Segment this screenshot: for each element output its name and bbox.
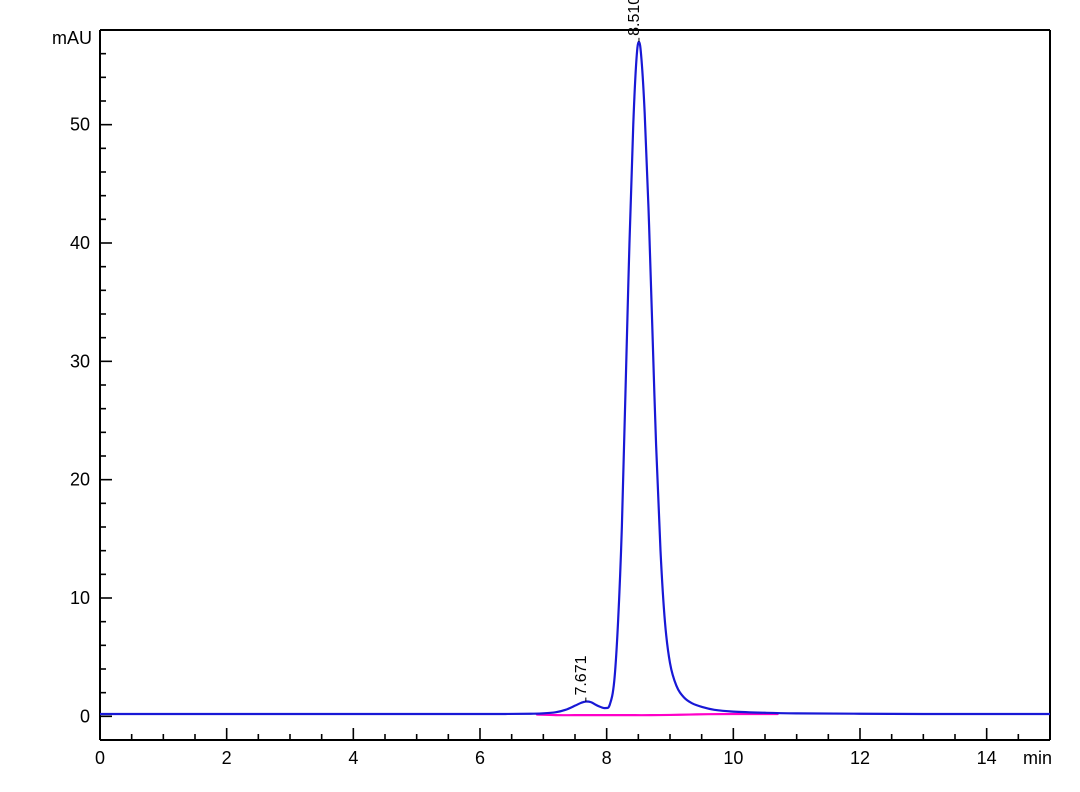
- series-baseline: [537, 714, 778, 715]
- x-tick-label: 14: [977, 748, 997, 768]
- y-tick-label: 10: [70, 588, 90, 608]
- x-tick-label: 6: [475, 748, 485, 768]
- x-tick-label: 4: [348, 748, 358, 768]
- peak-label: 7.671: [573, 655, 590, 695]
- y-tick-label: 20: [70, 470, 90, 490]
- y-tick-label: 40: [70, 233, 90, 253]
- x-tick-label: 0: [95, 748, 105, 768]
- peak-label: 8.510: [626, 0, 643, 36]
- y-tick-label: 50: [70, 115, 90, 135]
- chart-svg: 0 2 4 6 8 10 12 14 min 0 10 20 30 40 50 mAU 7.671 8.510: [0, 0, 1080, 792]
- x-tick-label: 10: [723, 748, 743, 768]
- x-tick-label: 2: [222, 748, 232, 768]
- chromatogram-chart: 0 2 4 6 8 10 12 14 min 0 10 20 30 40 50 mAU 7.671 8.510: [0, 0, 1080, 792]
- x-axis-label: min: [1023, 748, 1052, 768]
- y-tick-label: 30: [70, 351, 90, 371]
- x-tick-label: 8: [602, 748, 612, 768]
- x-tick-label: 12: [850, 748, 870, 768]
- y-tick-label: 0: [80, 706, 90, 726]
- y-axis-label: mAU: [52, 28, 92, 48]
